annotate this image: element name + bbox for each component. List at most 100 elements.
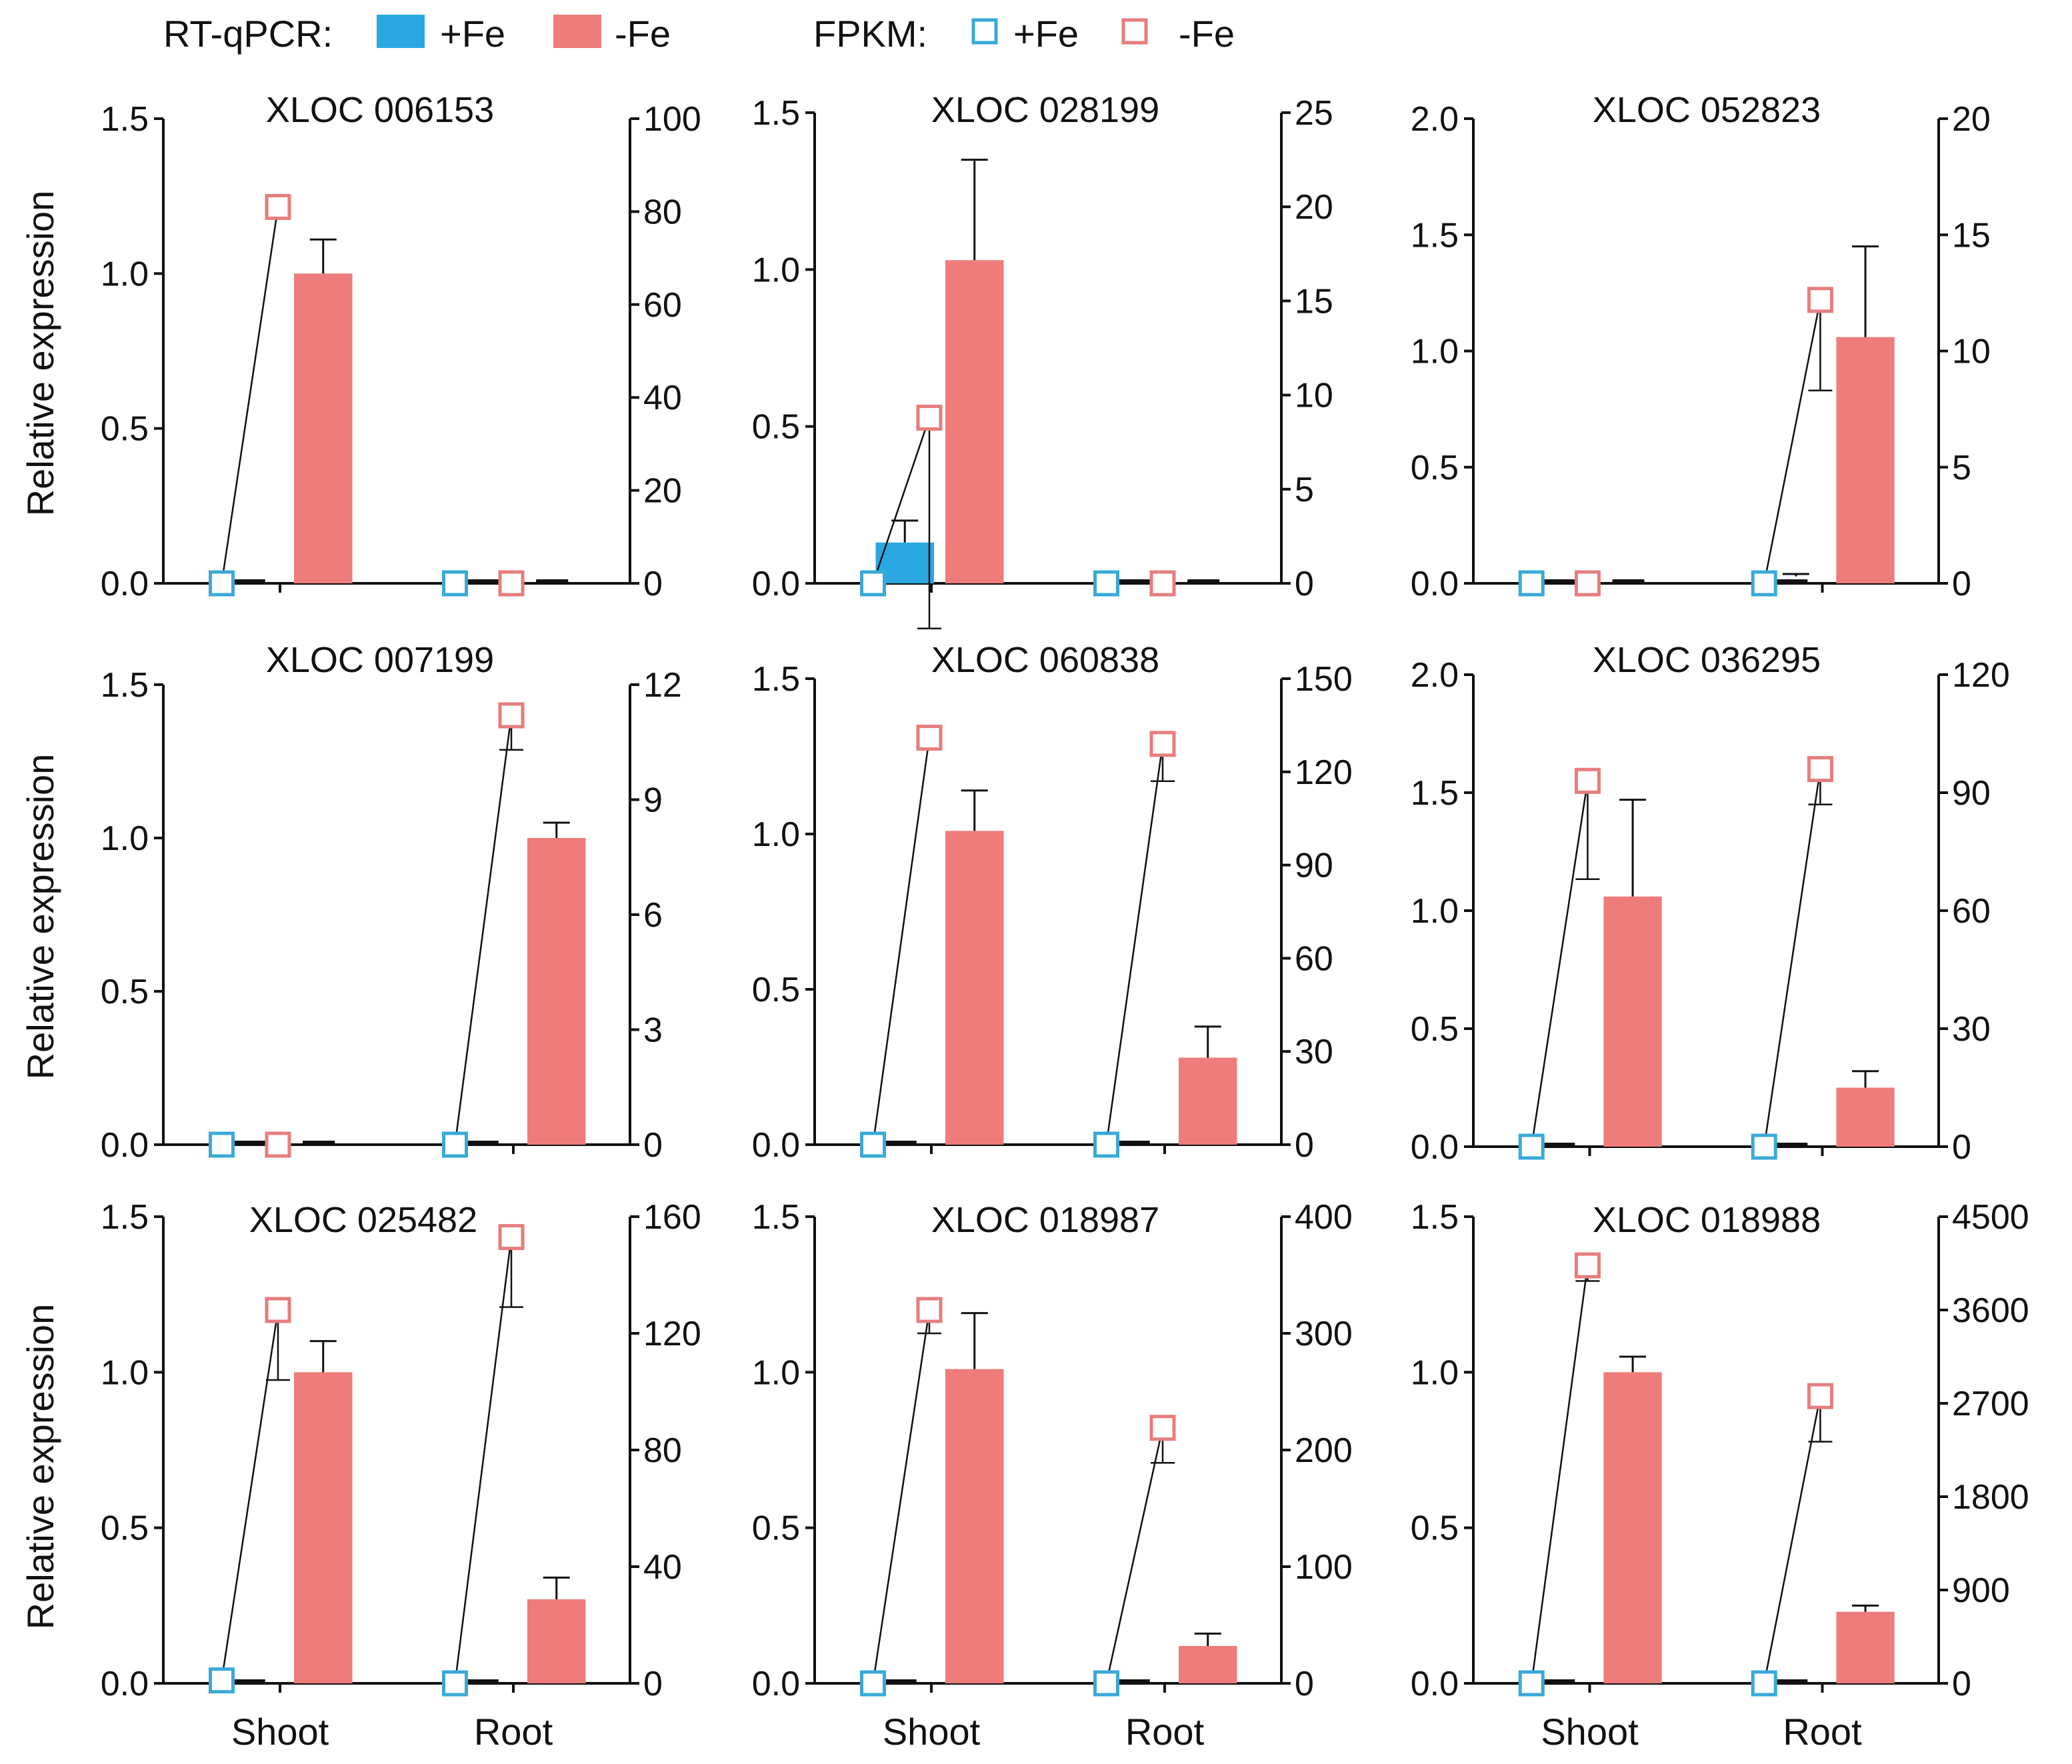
bar-minus-fe-root: [527, 838, 586, 1145]
right-tick-label: 200: [1295, 1431, 1353, 1470]
right-tick-label: 15: [1295, 282, 1333, 321]
right-tick-label: 12: [643, 666, 682, 705]
left-tick-label: 1.0: [1411, 333, 1459, 371]
legend-rtqpcr-minusfe-swatch: [553, 15, 601, 48]
legend-rtqpcr-label: RT-qPCR:: [163, 13, 333, 55]
left-tick-label: 2.0: [1411, 100, 1459, 139]
right-tick-label: 10: [1295, 377, 1333, 415]
panel-title: XLOC 052823: [1593, 90, 1821, 130]
right-tick-label: 40: [643, 1548, 682, 1587]
bar-plus-fe-root: [1117, 1679, 1150, 1683]
fpkm-plus-fe-marker-shoot: [1518, 570, 1545, 597]
left-tick-label: 0.0: [752, 1665, 800, 1703]
bar-minus-fe-root: [1836, 1087, 1895, 1147]
fpkm-plus-fe-marker-root: [1093, 570, 1119, 597]
right-tick-label: 0: [1952, 1665, 1971, 1703]
left-tick-label: 1.5: [1411, 1198, 1459, 1237]
bar-plus-fe-shoot: [1543, 1143, 1575, 1147]
legend-rtqpcr-plusfe-label: +Fe: [440, 13, 505, 55]
fpkm-plus-fe-marker-root: [1093, 1131, 1119, 1158]
fpkm-minus-fe-marker-root: [1807, 1383, 1833, 1409]
right-tick-label: 80: [643, 193, 682, 231]
fpkm-minus-fe-marker-root: [498, 702, 525, 729]
fpkm-minus-fe-marker-root: [1149, 731, 1176, 757]
left-tick-label: 1.0: [752, 251, 800, 289]
left-tick-label: 1.5: [101, 100, 149, 139]
left-tick-label: 1.0: [752, 1353, 800, 1392]
right-tick-label: 150: [1295, 660, 1353, 699]
fpkm-connector: [1105, 1427, 1164, 1684]
left-tick-label: 0.5: [752, 971, 800, 1009]
fpkm-minus-fe-marker-root: [1149, 570, 1176, 597]
legend-fpkm-minusfe-marker: [1121, 18, 1148, 45]
legend-rtqpcr-minusfe-label: -Fe: [615, 13, 671, 55]
left-tick-label: 0.5: [1411, 1010, 1459, 1049]
bar-minus-fe-root: [1187, 579, 1220, 583]
left-tick-label: 1.0: [1411, 1353, 1459, 1392]
fpkm-plus-fe-marker-shoot: [860, 1131, 886, 1158]
y-axis-label: Relative expression: [19, 191, 61, 517]
right-tick-label: 40: [643, 379, 682, 417]
legend: RT-qPCR: +Fe -Fe FPKM: +Fe -Fe: [163, 13, 1235, 55]
left-tick-label: 0.0: [1411, 1665, 1459, 1703]
right-tick-label: 100: [1295, 1548, 1353, 1587]
bar-minus-fe-shoot: [294, 273, 353, 583]
panel-title: XLOC 006153: [266, 90, 494, 130]
right-tick-label: 0: [1295, 1665, 1314, 1703]
panel-title: XLOC 060838: [931, 640, 1159, 680]
fpkm-plus-fe-marker-shoot: [860, 1670, 886, 1697]
bar-minus-fe-shoot: [1603, 896, 1662, 1147]
left-tick-label: 1.5: [752, 1198, 800, 1237]
left-tick-label: 0.5: [1411, 1509, 1459, 1548]
left-tick-label: 0.5: [101, 1509, 149, 1548]
fpkm-minus-fe-marker-shoot: [916, 725, 943, 751]
bar-minus-fe-root: [1836, 1611, 1895, 1683]
fpkm-minus-fe-marker-root: [1807, 756, 1833, 783]
right-tick-label: 400: [1295, 1198, 1353, 1237]
right-tick-label: 80: [643, 1431, 682, 1470]
fpkm-connector: [872, 737, 931, 1145]
left-tick-label: 1.0: [752, 815, 800, 854]
right-tick-label: 20: [1952, 100, 1991, 139]
right-tick-label: 15: [1952, 216, 1991, 255]
y-axis-label: Relative expression: [19, 754, 61, 1080]
right-tick-label: 0: [643, 1665, 663, 1703]
legend-rtqpcr-plusfe-swatch: [377, 15, 425, 48]
bar-minus-fe-root: [536, 579, 569, 583]
left-tick-label: 0.0: [1411, 565, 1459, 603]
right-tick-label: 0: [1952, 1128, 1971, 1167]
fpkm-connector: [1105, 743, 1164, 1145]
fpkm-connector: [872, 1309, 931, 1684]
left-tick-label: 1.0: [101, 819, 149, 858]
right-tick-label: 120: [643, 1315, 701, 1353]
left-tick-label: 1.5: [101, 1198, 149, 1237]
bar-plus-fe-shoot: [233, 1141, 265, 1145]
panel-xloc-018987: XLOC 018987 0.0 0.5 1.0 1.5 0 100 200 300 400 Sho…: [752, 1198, 1353, 1753]
bar-plus-fe-root: [1775, 579, 1808, 583]
right-tick-label: 90: [1295, 847, 1333, 885]
left-tick-label: 0.0: [101, 1126, 149, 1165]
fpkm-minus-fe-marker-shoot: [265, 1131, 291, 1158]
y-axis-label: Relative expression: [19, 1304, 61, 1630]
fpkm-connector: [454, 1237, 513, 1684]
left-tick-label: 2.0: [1411, 656, 1459, 695]
bar-minus-fe-root: [1179, 1057, 1237, 1145]
category-label-root: Root: [1125, 1711, 1205, 1753]
right-tick-label: 20: [1295, 188, 1333, 227]
bar-plus-fe-shoot: [233, 579, 265, 583]
bar-plus-fe-root: [1117, 579, 1150, 583]
right-tick-label: 20: [643, 472, 682, 511]
category-label-root: Root: [1783, 1711, 1862, 1753]
bar-plus-fe-root: [1775, 1143, 1808, 1147]
right-tick-label: 60: [643, 286, 682, 325]
right-tick-label: 300: [1295, 1315, 1353, 1353]
panel-xloc-060838: XLOC 060838 0.0 0.5 1.0 1.5 0 30 60 90 120 150: [752, 640, 1353, 1165]
category-label-shoot: Shoot: [1541, 1711, 1639, 1753]
panel-xloc-052823: XLOC 052823 0.0 0.5 1.0 1.5 2.0 0 5 10 15 20: [1411, 90, 1991, 603]
left-tick-label: 0.5: [101, 410, 149, 449]
right-tick-label: 30: [1952, 1010, 1991, 1049]
bar-plus-fe-shoot: [884, 1141, 917, 1145]
right-tick-label: 120: [1295, 753, 1353, 792]
right-tick-label: 3600: [1952, 1291, 2029, 1330]
